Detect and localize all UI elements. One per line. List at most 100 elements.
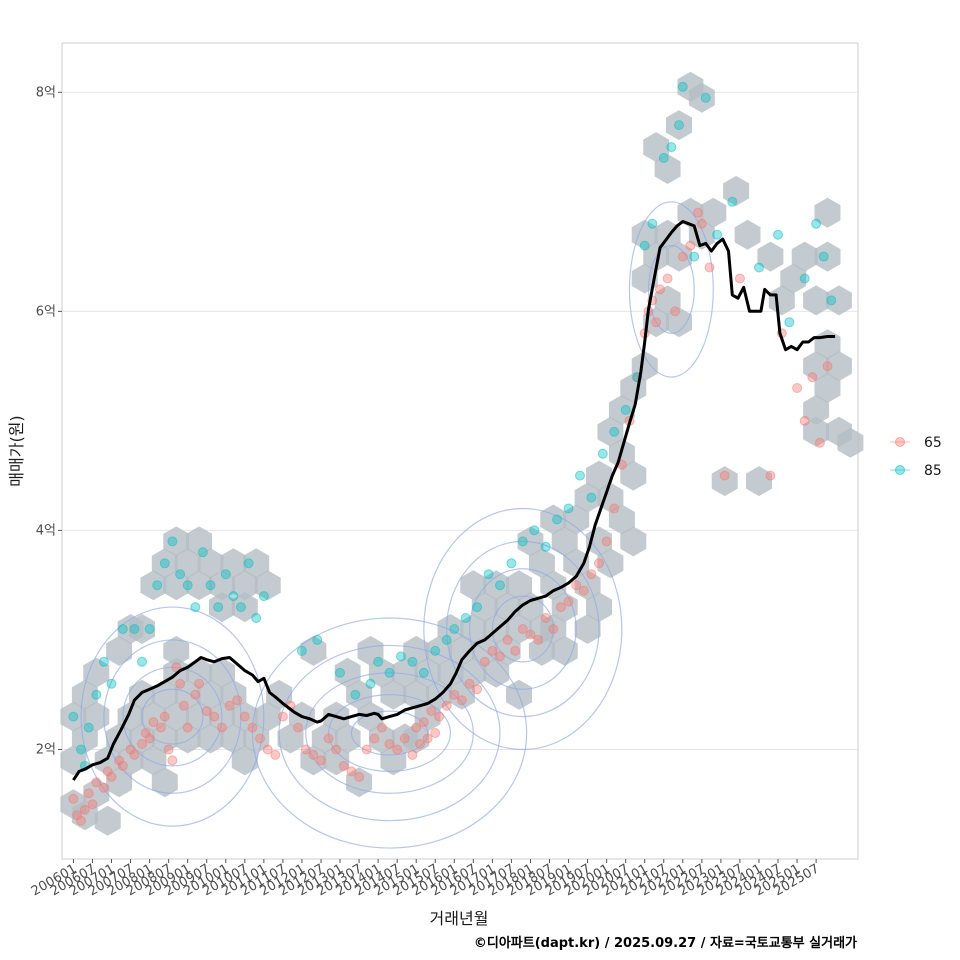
hex-bin: [163, 635, 190, 666]
data-point-65: [201, 706, 212, 717]
data-point-85: [236, 602, 246, 613]
data-point-65: [144, 733, 155, 744]
y-tick-label: 2억: [36, 742, 56, 757]
data-point-85: [296, 645, 307, 656]
hex-bin: [597, 548, 624, 579]
data-point-65: [594, 558, 604, 569]
data-point-65: [159, 711, 170, 722]
data-point-85: [540, 541, 551, 552]
hex-bin: [140, 570, 167, 601]
hex-bin: [631, 351, 658, 382]
data-point-65: [354, 771, 365, 782]
data-point-85: [472, 602, 483, 613]
data-point-65: [495, 651, 505, 662]
hex-bin: [140, 745, 167, 776]
hex-bin: [574, 482, 601, 513]
data-point-65: [293, 722, 304, 733]
hex-bin: [231, 745, 258, 776]
data-point-65: [384, 739, 395, 749]
data-point-85: [784, 317, 795, 328]
data-point-85: [213, 602, 224, 613]
data-point-85: [137, 656, 147, 667]
data-point-65: [190, 689, 201, 700]
data-point-65: [422, 733, 433, 744]
data-point-85: [754, 262, 764, 273]
data-point-65: [696, 218, 707, 229]
legend-item-85: 85: [890, 463, 942, 479]
data-point-65: [426, 706, 437, 717]
data-point-65: [209, 711, 220, 722]
data-point-85: [700, 92, 711, 103]
hex-bin: [551, 592, 578, 623]
hex-bin: [71, 679, 98, 710]
data-point-85: [159, 558, 170, 569]
data-point-65: [411, 722, 422, 733]
data-point-85: [586, 492, 597, 503]
data-point-65: [137, 739, 147, 749]
hex-bin: [506, 570, 532, 601]
data-point-85: [152, 580, 163, 591]
legend-label-65: 65: [924, 435, 942, 451]
hex-bin: [243, 548, 270, 579]
data-point-65: [704, 262, 715, 273]
density-contour: [80, 606, 265, 827]
hex-bins: [60, 71, 864, 836]
data-point-65: [114, 755, 125, 766]
data-point-65: [563, 596, 574, 607]
legend-key-65: [895, 437, 905, 447]
data-point-65: [72, 810, 83, 821]
data-point-65: [167, 755, 178, 766]
hex-bin: [666, 241, 692, 272]
data-point-65: [247, 722, 258, 733]
data-point-65: [129, 749, 140, 760]
data-point-85: [83, 722, 94, 733]
data-point-85: [818, 251, 829, 262]
hex-bin: [334, 657, 361, 688]
data-point-65: [456, 695, 467, 706]
hex-bin: [666, 110, 692, 141]
data-point-85: [773, 229, 783, 240]
data-point-65: [68, 793, 79, 804]
data-point-85: [144, 624, 155, 634]
data-point-65: [87, 799, 98, 810]
legend-label-85: 85: [924, 463, 942, 479]
hex-bin: [403, 679, 430, 710]
data-point-65: [323, 733, 334, 744]
data-point-65: [102, 766, 113, 777]
data-point-85: [597, 448, 608, 459]
data-point-85: [658, 153, 669, 163]
density-contour: [278, 644, 501, 822]
data-point-85: [68, 711, 79, 722]
data-point-65: [232, 695, 243, 706]
data-point-85: [335, 667, 345, 678]
data-point-85: [251, 613, 262, 623]
data-point-85: [529, 525, 540, 536]
hex-bin: [106, 635, 133, 666]
data-point-65: [609, 503, 620, 514]
hex-bin: [620, 526, 647, 557]
hex-bin: [254, 701, 281, 732]
hex-bin: [60, 701, 87, 732]
hex-bin: [608, 504, 635, 535]
data-point-65: [814, 437, 825, 448]
hex-bin: [391, 657, 418, 688]
data-point-85: [228, 591, 239, 602]
data-point-85: [647, 218, 658, 229]
hex-bin: [209, 657, 235, 688]
hex-bin: [551, 526, 578, 557]
hex-bin: [494, 635, 521, 666]
data-point-65: [601, 536, 612, 547]
data-point-65: [407, 749, 418, 760]
hex-bin: [106, 767, 133, 798]
data-point-65: [502, 634, 513, 645]
data-point-65: [125, 744, 136, 755]
hex-bin: [129, 614, 155, 644]
data-point-85: [312, 634, 323, 645]
hex-bin: [151, 548, 178, 579]
data-point-65: [331, 744, 342, 755]
data-point-65: [677, 251, 688, 262]
hex-bin: [174, 548, 201, 579]
data-point-85: [129, 624, 140, 634]
density-contours: [80, 201, 714, 849]
data-point-85: [517, 536, 528, 547]
